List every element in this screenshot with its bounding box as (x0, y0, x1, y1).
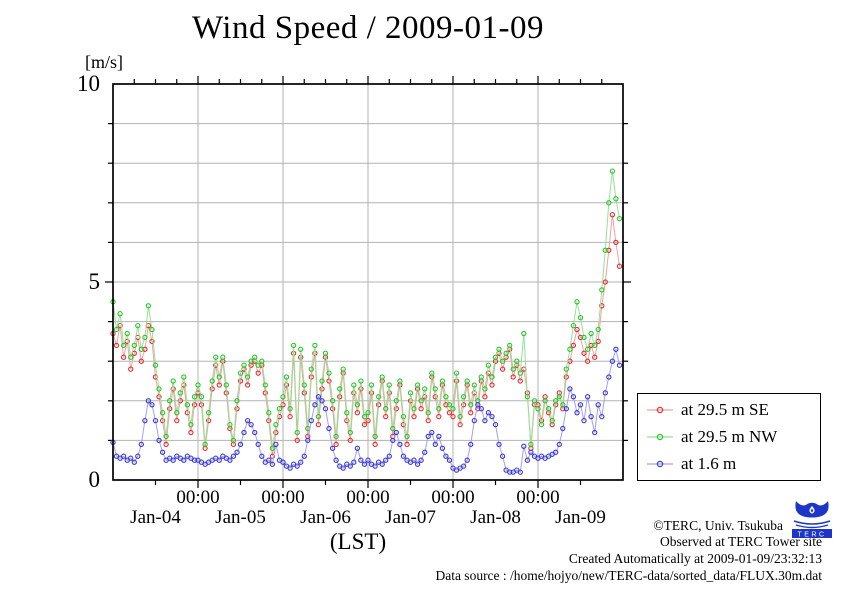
x-tick-time-label: 00:00 (176, 487, 220, 508)
legend-label: at 29.5 m SE (681, 399, 769, 419)
x-tick-time-label: 00:00 (431, 487, 475, 508)
legend-label: at 1.6 m (681, 454, 737, 474)
x-tick-time-label: 00:00 (346, 487, 390, 508)
y-tick-label: 10 (77, 71, 100, 96)
x-tick-day-label: Jan-05 (215, 507, 266, 528)
terc-logo: TERC (787, 500, 837, 538)
legend-box: at 29.5 m SE at 29.5 m NW at 1.6 m (637, 393, 821, 481)
x-tick-time-label: 00:00 (516, 487, 560, 508)
y-tick-label: 0 (88, 467, 101, 492)
legend-entry-29.5m-se: at 29.5 m SE (646, 400, 820, 420)
x-tick-time-label: 00:00 (261, 487, 305, 508)
x-tick-day-label: Jan-04 (130, 507, 181, 528)
x-tick-day-label: Jan-07 (385, 507, 436, 528)
legend-entry-1.6m: at 1.6 m (646, 454, 820, 474)
svg-text:TERC: TERC (797, 531, 826, 538)
x-axis-label: (LST) (329, 529, 387, 554)
y-tick-label: 5 (88, 269, 101, 294)
legend-entry-29.5m-nw: at 29.5 m NW (646, 427, 820, 447)
red-line-marker-swatch (647, 406, 673, 413)
x-tick-day-label: Jan-08 (470, 507, 521, 528)
green-line-marker-swatch (647, 433, 673, 441)
x-tick-day-label: Jan-09 (555, 507, 606, 528)
x-tick-day-label: Jan-06 (300, 507, 351, 528)
legend-label: at 29.5 m NW (681, 426, 778, 446)
y-axis-unit-label: [m/s] (85, 52, 123, 72)
blue-line-marker-swatch (647, 461, 673, 468)
chart-title: Wind Speed / 2009-01-09 (191, 10, 545, 46)
